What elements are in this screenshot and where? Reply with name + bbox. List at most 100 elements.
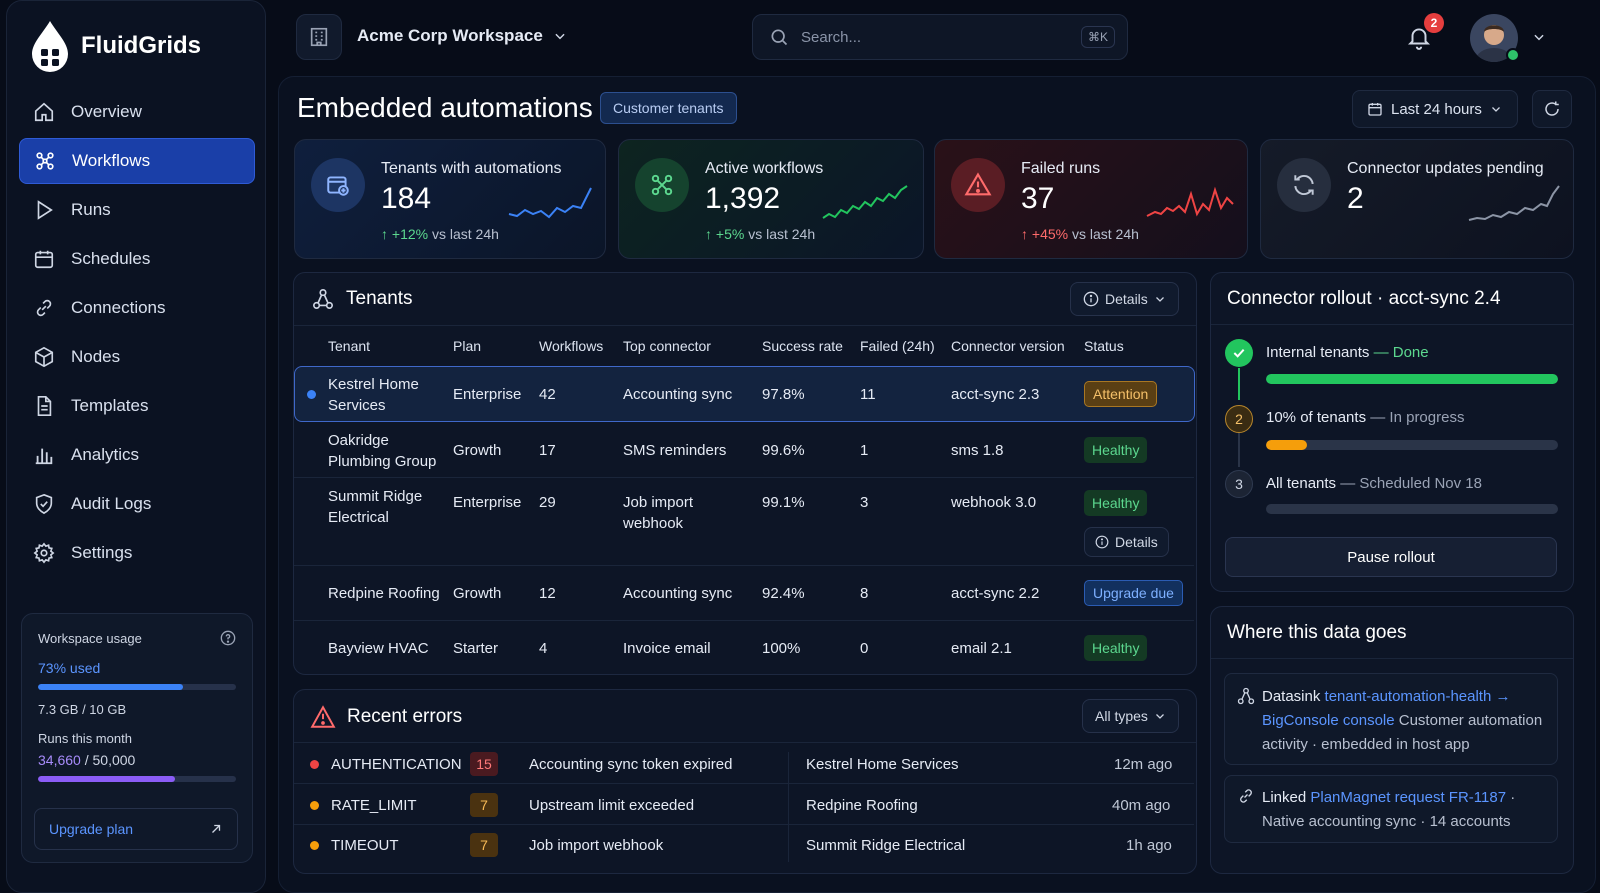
column-header-plan[interactable]: Plan xyxy=(453,338,482,354)
kpi-card-failed-runs: Failed runs 37 ↑ +45% vs last 24h xyxy=(934,139,1248,259)
connector-cell: SMS reminders xyxy=(623,442,727,459)
column-header-tenant[interactable]: Tenant xyxy=(328,338,371,354)
success-rate-cell: 99.1% xyxy=(762,494,805,511)
help-icon[interactable] xyxy=(220,630,236,646)
sidebar-item-overview[interactable]: Overview xyxy=(19,89,255,135)
avatar[interactable] xyxy=(1470,14,1518,62)
calendar-icon xyxy=(34,250,54,269)
failed-cell: 0 xyxy=(860,640,869,657)
recent-errors-title: Recent errors xyxy=(347,706,463,727)
kpi-delta-value: +45% xyxy=(1031,226,1069,242)
usage-percent: 73% used xyxy=(38,660,101,676)
sidebar-item-label: Schedules xyxy=(71,249,151,268)
datasink-item xyxy=(1224,673,1558,765)
error-message[interactable]: Accounting sync token expired xyxy=(529,756,733,773)
error-count-badge: 7 xyxy=(470,793,498,817)
divider xyxy=(294,325,1196,326)
column-header-status[interactable]: Status xyxy=(1084,338,1124,354)
document-icon xyxy=(37,396,52,416)
plan-cell: Growth xyxy=(453,585,502,602)
datasink-link[interactable]: tenant-automation-health xyxy=(1324,688,1492,705)
shield-check-icon xyxy=(35,493,53,515)
sidebar-item-label: Nodes xyxy=(71,347,121,366)
column-header-top-connector[interactable]: Top connector xyxy=(623,338,711,354)
kpi-delta: ↑ +12% vs last 24h xyxy=(381,226,499,242)
brand-name: FluidGrids xyxy=(81,32,201,59)
arrow-up-right-icon xyxy=(212,824,221,833)
sidebar-item-nodes[interactable]: Nodes xyxy=(19,334,255,380)
error-time: 12m ago xyxy=(1114,756,1173,773)
error-time: 1h ago xyxy=(1126,837,1172,854)
row-divider xyxy=(294,477,1194,478)
table-row[interactable] xyxy=(294,366,1195,422)
upgrade-plan-button[interactable]: Upgrade plan xyxy=(34,808,238,850)
sidebar-item-audit-logs[interactable]: Audit Logs xyxy=(19,481,255,527)
sidebar-item-connections[interactable]: Connections xyxy=(19,285,255,331)
kpi-delta: ↑ +45% vs last 24h xyxy=(1021,226,1139,242)
error-message[interactable]: Job import webhook xyxy=(529,837,664,854)
sidebar-item-settings[interactable]: Settings xyxy=(19,530,255,576)
cube-icon xyxy=(34,346,54,368)
user-avatar-icon xyxy=(1470,14,1518,62)
workspace-switcher[interactable]: Acme Corp Workspace xyxy=(357,26,567,46)
version-cell: email 2.1 xyxy=(951,640,1012,657)
success-rate-cell: 99.6% xyxy=(762,442,805,459)
warning-icon xyxy=(310,705,336,728)
request-link[interactable]: PlanMagnet request FR-1187 xyxy=(1310,789,1507,806)
details-label: Details xyxy=(1105,291,1148,307)
tenants-details-button[interactable]: Details xyxy=(1070,282,1179,316)
kpi-delta: ↑ +5% vs last 24h xyxy=(705,226,816,242)
row-divider xyxy=(294,620,1194,621)
sidebar-item-label: Connections xyxy=(71,298,166,317)
rollout-progress-bar xyxy=(1266,504,1558,514)
sidebar-item-analytics[interactable]: Analytics xyxy=(19,432,255,478)
error-tenant[interactable]: Kestrel Home Services xyxy=(806,756,959,773)
account-menu-toggle[interactable] xyxy=(1532,30,1546,44)
row-details-button[interactable]: Details xyxy=(1084,527,1169,557)
divider xyxy=(1211,658,1573,659)
brand[interactable]: FluidGrids xyxy=(29,19,201,73)
sidebar-item-templates[interactable]: Templates xyxy=(19,383,255,429)
error-tenant[interactable]: Redpine Roofing xyxy=(806,797,918,814)
search-input[interactable] xyxy=(801,28,1069,46)
error-severity-dot xyxy=(310,760,319,769)
notifications-button[interactable] xyxy=(1406,24,1432,50)
search-bar: ⌘K xyxy=(752,14,1128,60)
error-type-filter[interactable]: All types xyxy=(1082,699,1179,733)
usage-title: Workspace usage xyxy=(38,630,142,646)
workflows-cell: 17 xyxy=(539,442,556,459)
chevron-down-icon xyxy=(1534,34,1544,41)
gear-icon xyxy=(33,542,55,564)
error-tenant[interactable]: Summit Ridge Electrical xyxy=(806,837,966,854)
column-header-connector-version[interactable]: Connector version xyxy=(951,338,1065,354)
pause-rollout-button[interactable]: Pause rollout xyxy=(1225,537,1557,577)
chevron-down-icon xyxy=(1491,107,1500,112)
success-rate-cell: 100% xyxy=(762,640,801,657)
search-shortcut: ⌘K xyxy=(1080,26,1115,48)
refresh-button[interactable] xyxy=(1532,90,1572,128)
sidebar-item-schedules[interactable]: Schedules xyxy=(19,236,255,282)
workflows-cell: 4 xyxy=(539,640,548,657)
customer-tenants-pill[interactable]: Customer tenants xyxy=(600,92,737,124)
status-badge: Attention xyxy=(1084,381,1158,407)
sidebar-item-runs[interactable]: Runs xyxy=(19,187,255,233)
column-header-failed[interactable]: Failed (24h) xyxy=(860,338,935,354)
sidebar-nav: Overview Workflows Runs Schedules Connec… xyxy=(19,89,255,579)
time-range-select[interactable]: Last 24 hours xyxy=(1352,90,1518,128)
link-icon xyxy=(1240,789,1252,803)
rollout-progress-fill xyxy=(1266,440,1307,450)
success-rate-cell: 92.4% xyxy=(762,585,805,602)
row-details-label: Details xyxy=(1115,534,1158,550)
column-header-success-rate[interactable]: Success rate xyxy=(762,338,843,354)
kpi-sparkline xyxy=(1146,186,1234,217)
workspace-icon-button[interactable] xyxy=(296,14,342,60)
kpi-value: 184 xyxy=(381,182,432,215)
kpi-value: 37 xyxy=(1021,182,1055,215)
plan-cell: Growth xyxy=(453,442,502,459)
error-message[interactable]: Upstream limit exceeded xyxy=(529,797,695,814)
sidebar-item-workflows[interactable]: Workflows xyxy=(19,138,255,184)
console-link[interactable]: BigConsole console xyxy=(1262,712,1395,729)
column-header-workflows[interactable]: Workflows xyxy=(539,338,604,354)
failed-cell: 8 xyxy=(860,585,869,602)
connector-cell: Job import webhook xyxy=(623,494,694,532)
